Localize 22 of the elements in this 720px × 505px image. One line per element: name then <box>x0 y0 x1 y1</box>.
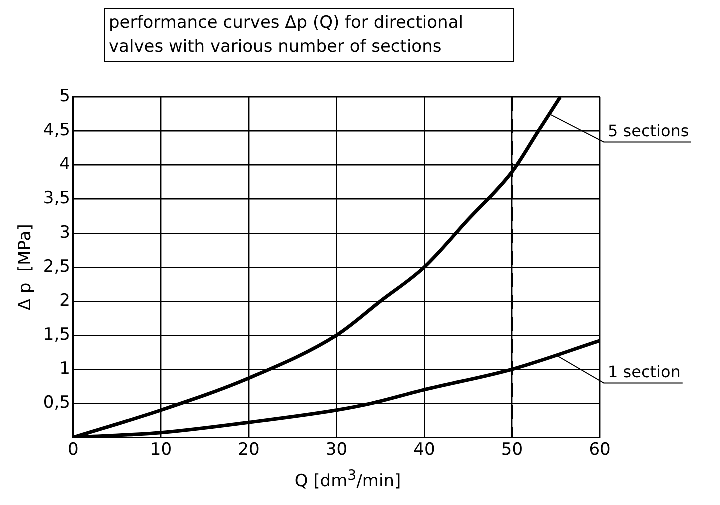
y-tick-label: 3 <box>60 222 70 243</box>
y-axis-title: Δ p [MPa] <box>16 224 36 311</box>
x-tick-label: 50 <box>501 440 524 460</box>
text: 5 sections <box>608 121 690 140</box>
y-tick-label: 4 <box>60 154 70 175</box>
y-tick-label: 3,5 <box>43 188 70 209</box>
y-tick-label: 0,5 <box>43 392 70 413</box>
x-tick-label: 10 <box>150 440 172 460</box>
x-tick-label: 30 <box>326 440 348 460</box>
y-tick-label: 2 <box>60 290 70 311</box>
x-tick-label: 60 <box>589 440 611 460</box>
x-tick-label: 20 <box>238 440 260 460</box>
x-axis-title: Q [dm$^{3}$/min] <box>294 468 402 492</box>
y-tick-label: 1 <box>60 358 70 379</box>
x-tick-label: 40 <box>414 440 436 460</box>
series-label: 1 section <box>608 362 681 382</box>
chart-title: performance curves Δp (Q) for directional valves with various number of sections <box>104 8 514 62</box>
y-tick-label: 5 <box>60 86 70 107</box>
y-tick-label: 4,5 <box>43 120 70 141</box>
y-tick-label: 1,5 <box>43 324 70 345</box>
x-tick-label: 0 <box>68 440 79 460</box>
y-tick-label: 2,5 <box>43 256 70 277</box>
